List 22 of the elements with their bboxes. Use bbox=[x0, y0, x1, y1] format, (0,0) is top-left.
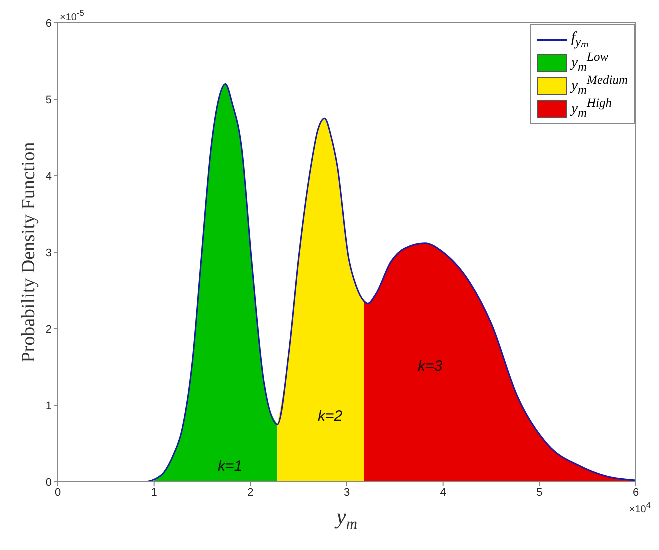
annotation: ×10$^{-5}$ bbox=[60, 8, 84, 24]
x-tick-label: 6 bbox=[632, 486, 640, 499]
y-tick-label: 4 bbox=[46, 170, 52, 183]
x-tick-label: 5 bbox=[536, 486, 543, 499]
y-tick-label: 5 bbox=[46, 94, 52, 106]
x-tick-label: 0 bbox=[54, 486, 62, 499]
y-axis-title: Probability Density Function bbox=[18, 142, 40, 363]
annotation: k=2 bbox=[318, 408, 343, 425]
x-axis-title: y$_{m}$ bbox=[334, 504, 358, 533]
x-tick-label: 1 bbox=[151, 486, 158, 499]
text: ×10$^{4}$ bbox=[629, 500, 651, 516]
legend-label: f$_{yₘ}$ bbox=[571, 30, 590, 50]
x-tick-label: 3 bbox=[344, 486, 350, 499]
y-tick-label: 2 bbox=[46, 324, 52, 336]
x-tick-label: 4 bbox=[440, 486, 446, 499]
y-tick-label: 3 bbox=[46, 247, 52, 260]
annotation: k=1 bbox=[218, 458, 243, 475]
y-tick-label: 1 bbox=[46, 400, 52, 412]
y-tick-label: 0 bbox=[46, 476, 52, 489]
y-tick-label: 6 bbox=[46, 18, 52, 30]
annotation: k=3 bbox=[418, 358, 443, 375]
x-tick-label: 2 bbox=[248, 486, 254, 499]
